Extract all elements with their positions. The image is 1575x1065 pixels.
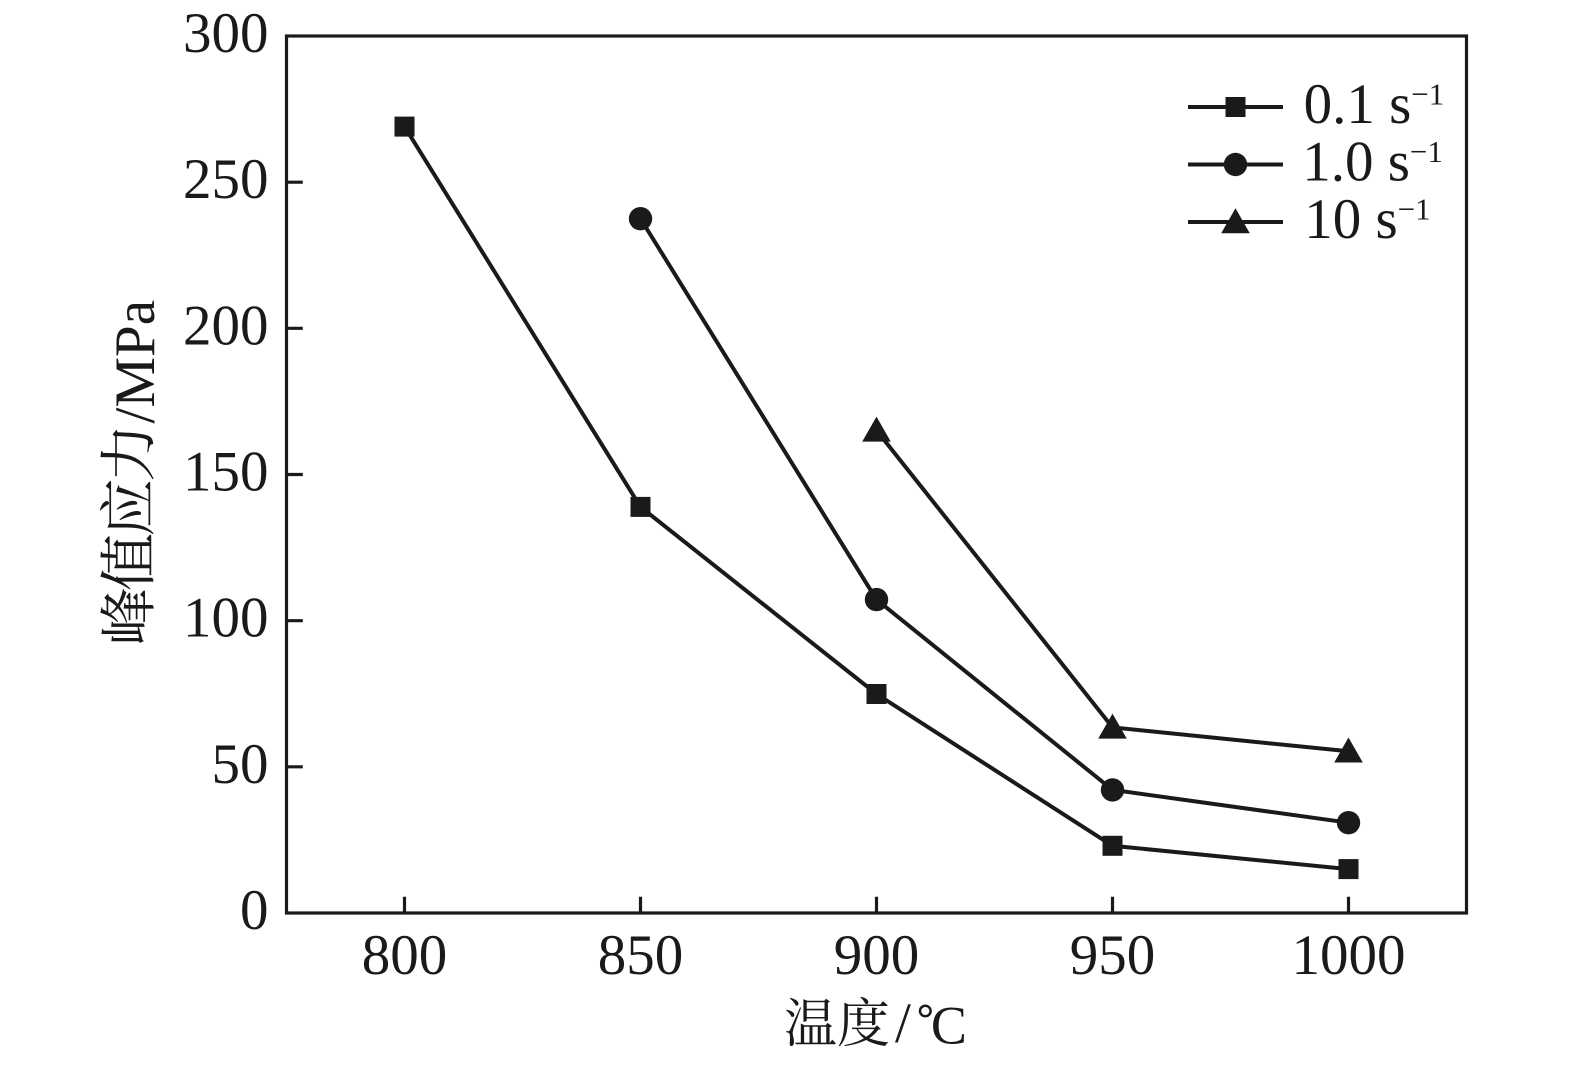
svg-text:900: 900 [834, 924, 920, 987]
svg-text:300: 300 [183, 2, 269, 65]
svg-text:1.0 s−1: 1.0 s−1 [1302, 131, 1443, 194]
svg-text:1000: 1000 [1292, 924, 1406, 987]
svg-text:800: 800 [362, 924, 448, 987]
svg-text:250: 250 [183, 148, 269, 211]
svg-text:200: 200 [183, 294, 269, 357]
svg-text:950: 950 [1070, 924, 1156, 987]
svg-text:0: 0 [240, 879, 269, 942]
svg-text:10 s−1: 10 s−1 [1304, 188, 1430, 251]
svg-text:850: 850 [598, 924, 684, 987]
svg-text:/MPa: /MPa [104, 300, 167, 424]
svg-text:100: 100 [183, 587, 269, 650]
svg-text:/: / [895, 992, 911, 1055]
svg-text:150: 150 [183, 441, 269, 504]
svg-text:50: 50 [212, 733, 269, 796]
svg-text:C: C [931, 996, 967, 1056]
